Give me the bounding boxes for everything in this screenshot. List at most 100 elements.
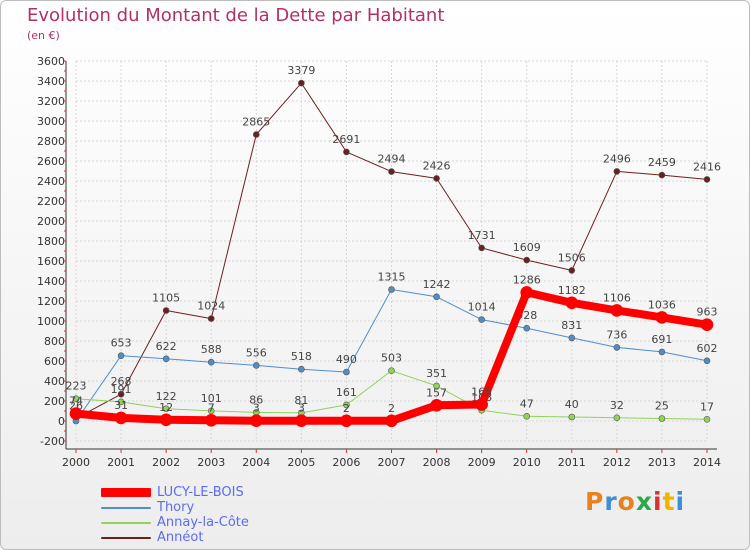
- x-tick-label: 2013: [648, 456, 676, 469]
- x-tick-label: 2000: [62, 456, 90, 469]
- data-label-thory: 622: [156, 340, 177, 353]
- data-point-annay-la-c-te: [703, 415, 711, 423]
- data-point-thory: [162, 355, 170, 363]
- y-tick-label: 2200: [37, 195, 65, 208]
- data-label-thory: 1242: [423, 278, 451, 291]
- x-tick-label: 2006: [332, 456, 360, 469]
- data-label-ann-ot: 1024: [197, 300, 225, 313]
- data-point-ann-ot: [343, 148, 350, 156]
- data-label-thory: 736: [606, 328, 627, 341]
- logo-letter: r: [604, 487, 618, 516]
- x-tick-label: 2010: [513, 456, 541, 469]
- legend-label: Thory: [157, 500, 195, 515]
- logo-letter: i: [653, 487, 663, 516]
- data-point-thory: [478, 316, 485, 323]
- data-point-ann-ot: [568, 267, 576, 274]
- data-point-lucy-le-bois: [520, 286, 534, 299]
- y-tick-label: 600: [44, 355, 65, 368]
- y-tick-label: 2600: [37, 155, 65, 168]
- data-label-ann-ot: 2494: [378, 153, 406, 166]
- y-tick-label: 3600: [37, 55, 65, 68]
- data-label-annay-la-c-te: 503: [381, 352, 402, 365]
- data-label-annay-la-c-te: 161: [336, 386, 357, 399]
- x-tick-label: 2014: [693, 456, 721, 469]
- data-point-ann-ot: [207, 315, 215, 322]
- x-tick-label: 2005: [287, 456, 315, 469]
- legend-swatch: [101, 536, 151, 539]
- data-label-ann-ot: 1609: [513, 241, 541, 254]
- data-point-ann-ot: [703, 176, 711, 183]
- logo-letter: o: [617, 487, 636, 516]
- data-point-thory: [388, 286, 395, 293]
- data-point-lucy-le-bois: [610, 304, 624, 317]
- x-tick-label: 2002: [152, 456, 180, 469]
- x-tick-label: 2001: [107, 456, 135, 469]
- logo-letter: i: [675, 487, 686, 516]
- y-tick-label: 2000: [37, 215, 65, 228]
- data-label-lucy-le-bois: 1106: [603, 291, 631, 304]
- data-point-ann-ot: [252, 131, 260, 138]
- data-label-ann-ot: 3379: [287, 64, 315, 77]
- data-point-lucy-le-bois: [295, 414, 308, 428]
- data-point-annay-la-c-te: [568, 413, 576, 421]
- y-tick-label: 2800: [37, 135, 65, 148]
- data-point-ann-ot: [433, 175, 440, 182]
- data-point-ann-ot: [478, 244, 485, 252]
- data-label-thory: 518: [291, 350, 312, 363]
- data-point-annay-la-c-te: [162, 405, 170, 413]
- data-label-annay-la-c-te: 81: [294, 394, 308, 407]
- data-point-thory: [252, 362, 260, 369]
- data-label-ann-ot: 1105: [152, 292, 180, 305]
- y-tick-label: 800: [44, 335, 65, 348]
- data-label-lucy-le-bois: 12: [159, 401, 173, 414]
- logo-letter: P: [585, 487, 605, 516]
- data-point-lucy-le-bois: [114, 411, 128, 425]
- data-point-annay-la-c-te: [388, 367, 395, 375]
- data-point-ann-ot: [523, 256, 531, 264]
- data-point-thory: [703, 357, 711, 365]
- data-point-lucy-le-bois: [340, 414, 353, 428]
- data-point-thory: [343, 368, 350, 376]
- data-label-annay-la-c-te: 47: [520, 397, 534, 410]
- x-tick-label: 2011: [558, 456, 586, 469]
- data-label-lucy-le-bois: 74: [69, 395, 83, 408]
- y-tick-label: 1600: [37, 255, 65, 268]
- legend-label: LUCY-LE-BOIS: [157, 485, 244, 500]
- data-point-lucy-le-bois: [69, 407, 83, 420]
- data-label-ann-ot: 2691: [332, 133, 360, 146]
- data-point-ann-ot: [162, 307, 170, 314]
- data-label-ann-ot: 2459: [648, 156, 676, 169]
- data-label-lucy-le-bois: 31: [114, 399, 128, 412]
- x-tick-label: 2004: [242, 456, 270, 469]
- data-label-lucy-le-bois: 3: [298, 402, 305, 415]
- data-label-thory: 653: [111, 337, 132, 350]
- data-point-annay-la-c-te: [658, 415, 666, 422]
- data-label-lucy-le-bois: 2: [388, 402, 395, 415]
- data-point-thory: [568, 334, 576, 342]
- data-point-ann-ot: [658, 171, 666, 179]
- data-point-thory: [658, 348, 666, 356]
- data-point-annay-la-c-te: [117, 398, 125, 406]
- data-point-ann-ot: [117, 390, 125, 398]
- data-label-ann-ot: 2496: [603, 152, 631, 165]
- data-point-lucy-le-bois: [159, 413, 173, 427]
- y-tick-label: 1000: [37, 315, 65, 328]
- data-label-lucy-le-bois: 1182: [558, 284, 586, 297]
- data-point-lucy-le-bois: [475, 398, 488, 411]
- y-tick-label: 3400: [37, 75, 65, 88]
- data-point-thory: [613, 344, 621, 351]
- data-label-annay-la-c-te: 40: [565, 398, 579, 411]
- data-label-annay-la-c-te: 101: [201, 392, 222, 405]
- data-label-lucy-le-bois: 165: [471, 386, 492, 399]
- data-label-lucy-le-bois: 1036: [648, 298, 676, 311]
- data-label-thory: 691: [651, 333, 672, 346]
- y-tick-label: 1200: [37, 295, 65, 308]
- data-label-annay-la-c-te: 223: [66, 380, 87, 393]
- y-tick-label: 400: [44, 375, 65, 388]
- data-point-thory: [523, 324, 531, 332]
- chart-title: Evolution du Montant de la Dette par Hab…: [27, 5, 445, 26]
- data-point-annay-la-c-te: [523, 412, 531, 420]
- data-point-thory: [207, 358, 215, 366]
